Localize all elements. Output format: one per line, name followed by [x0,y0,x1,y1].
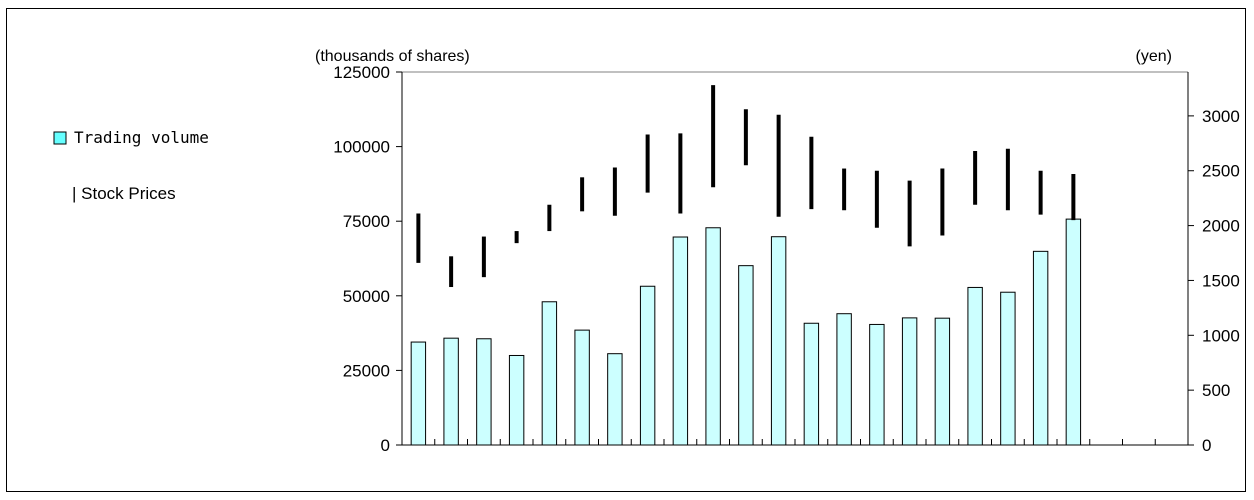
left-tick-label: 50000 [343,287,390,306]
right-tick-label: 2000 [1202,217,1240,236]
volume-bar [607,353,623,446]
left-axis-ticks: 125000 100000 75000 50000 25000 0 [333,63,402,455]
volume-bar [1000,291,1016,446]
right-axis-ticks: 3000 2500 2000 1500 1000 500 0 [1188,107,1240,455]
volume-bar [1032,250,1049,446]
volume-bar [476,338,492,446]
right-axis-unit: (yen) [1136,48,1172,65]
volume-bar [1065,218,1082,446]
volume-bar [738,265,754,446]
right-tick-label: 1000 [1202,326,1240,345]
legend-price-label: | Stock Prices [72,184,176,203]
chart-frame: (thousands of shares) (yen) Trading volu… [6,8,1246,492]
volume-bar [443,337,459,446]
right-tick-label: 500 [1202,381,1230,400]
right-tick-label: 0 [1202,436,1211,455]
volume-bar [639,285,656,446]
legend-volume-label: Trading volume [74,128,209,147]
volume-bar [672,236,689,446]
left-axis-unit: (thousands of shares) [315,48,470,65]
right-tick-label: 2500 [1202,162,1240,181]
volume-bar [901,317,918,446]
legend-volume-swatch [53,131,67,145]
volume-bar [541,301,558,446]
chart: (thousands of shares) (yen) Trading volu… [53,48,1240,455]
right-tick-label: 1500 [1202,271,1240,290]
right-tick-label: 3000 [1202,107,1240,126]
volume-bar [803,322,820,446]
volume-bars [410,218,1082,446]
volume-bar [705,227,721,446]
volume-bar [934,317,951,446]
left-tick-label: 125000 [333,63,390,82]
volume-bar [967,286,983,446]
left-tick-label: 75000 [343,212,390,231]
volume-bar [508,354,525,446]
left-tick-label: 25000 [343,361,390,380]
left-tick-label: 100000 [333,138,390,157]
volume-bar [869,323,885,446]
legend: Trading volume | Stock Prices [53,128,209,203]
volume-bar [410,341,427,446]
volume-bar [574,329,590,446]
volume-bar [770,236,787,446]
left-tick-label: 0 [381,436,390,455]
volume-bar [836,313,852,446]
price-ranges [416,85,1076,288]
x-axis-ticks [434,439,1156,445]
